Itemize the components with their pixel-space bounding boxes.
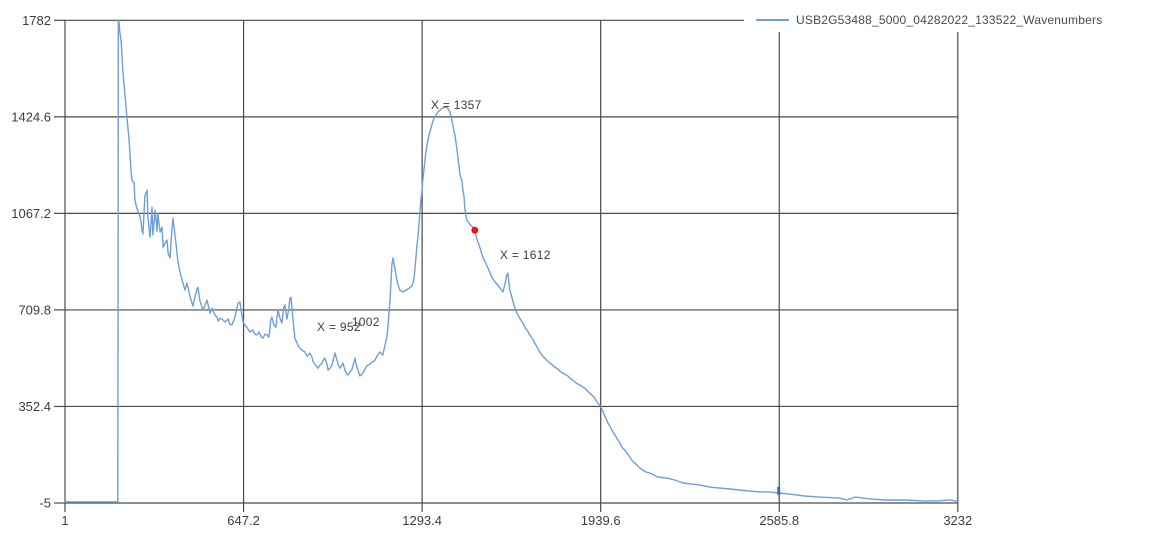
cursor-marker-red-dot[interactable] — [471, 226, 479, 234]
series-line — [64, 19, 959, 503]
x-tick-label: 647.2 — [227, 513, 260, 528]
annotation-label: X = 1357 — [431, 98, 482, 112]
y-tick-label: 709.8 — [18, 302, 51, 317]
y-tick-label: 1782 — [22, 13, 51, 28]
y-tick-label: 1067.2 — [11, 206, 51, 221]
annotation-label: X = 952 — [317, 320, 361, 334]
y-tick-label: -5 — [39, 496, 51, 511]
annotation-label: X = 1612 — [500, 248, 551, 262]
y-tick-label: 352.4 — [18, 399, 51, 414]
x-tick-label: 2585.8 — [759, 513, 799, 528]
annotation-label: 1002 — [352, 315, 380, 329]
legend[interactable]: USB2G53488_5000_04282022_133522_Wavenumb… — [744, 8, 1168, 32]
legend-line-swatch — [756, 19, 789, 21]
cursor-marker-blue-blip[interactable] — [777, 486, 781, 495]
legend-series-label: USB2G53488_5000_04282022_133522_Wavenumb… — [796, 13, 1103, 27]
x-tick-label: 3232 — [943, 513, 972, 528]
x-tick-label: 1293.4 — [402, 513, 442, 528]
y-tick-label: 1424.6 — [11, 109, 51, 124]
x-tick-label: 1 — [61, 513, 68, 528]
x-tick-label: 1939.6 — [581, 513, 621, 528]
